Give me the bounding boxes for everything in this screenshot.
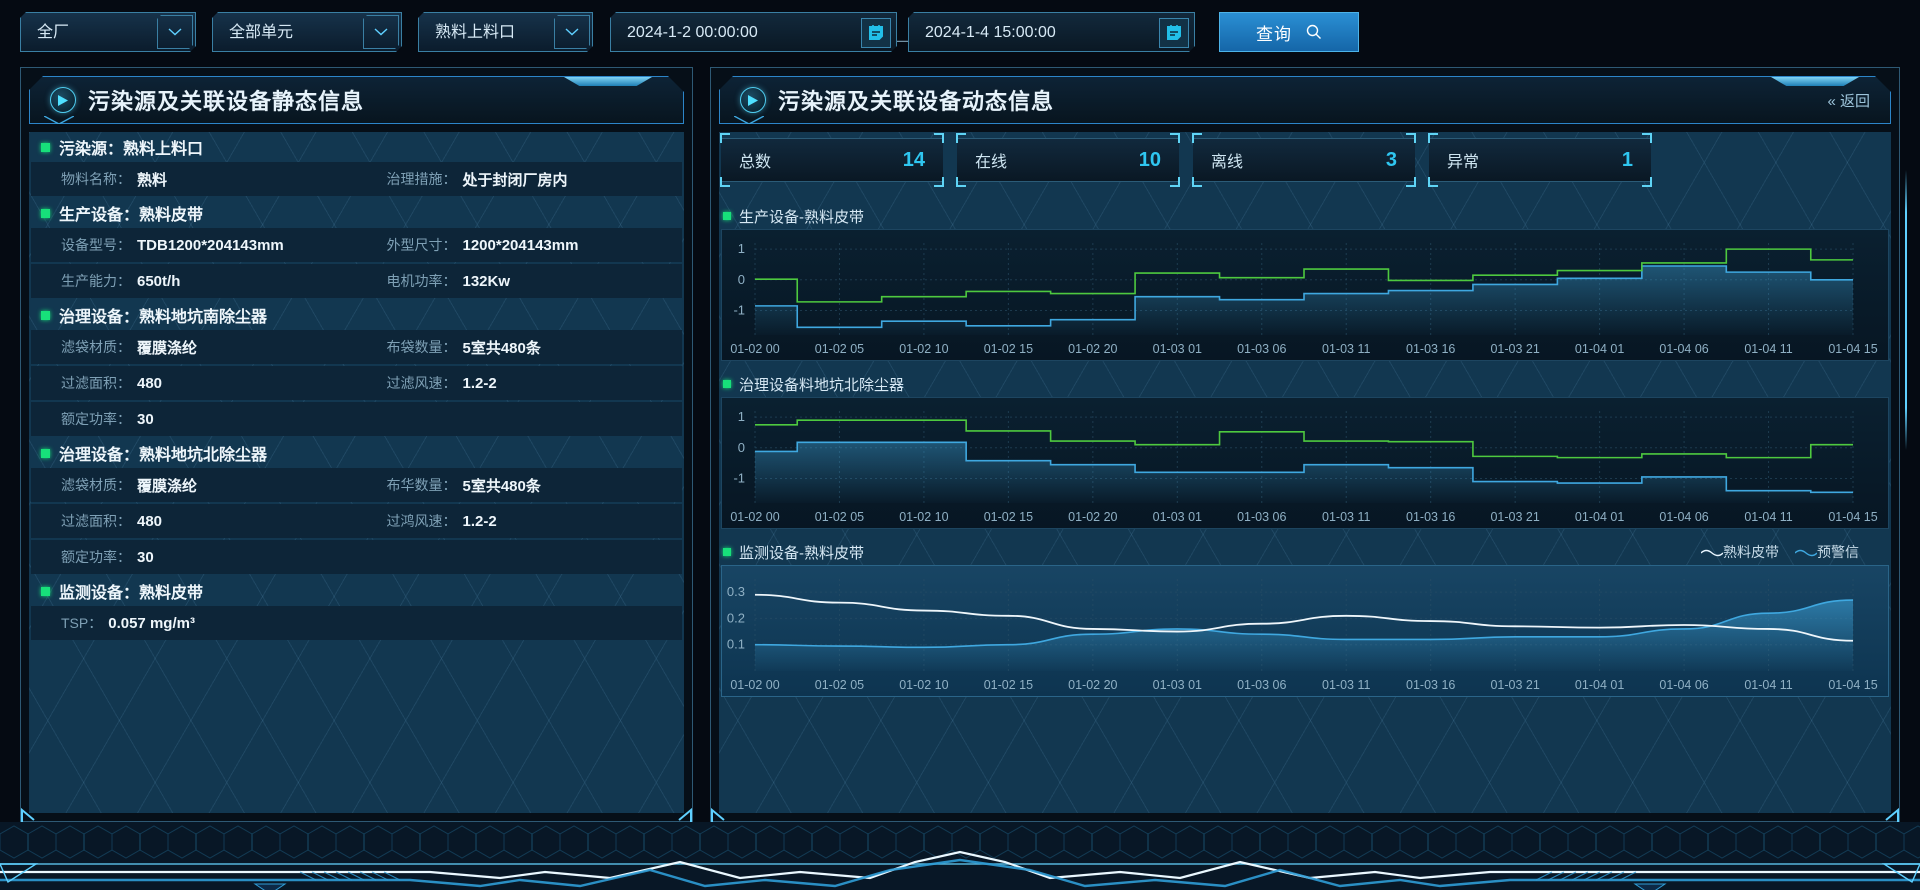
svg-text:01-02 05: 01-02 05 <box>815 678 864 692</box>
svg-text:01-04 11: 01-04 11 <box>1744 342 1792 356</box>
svg-text:01-03 06: 01-03 06 <box>1237 678 1286 692</box>
svg-text:01-02 00: 01-02 00 <box>730 342 779 356</box>
svg-text:01-02 20: 01-02 20 <box>1068 342 1117 356</box>
svg-text:01-03 01: 01-03 01 <box>1153 342 1202 356</box>
svg-text:01-03 11: 01-03 11 <box>1322 678 1370 692</box>
svg-text:-1: -1 <box>733 302 745 317</box>
svg-text:01-03 06: 01-03 06 <box>1237 510 1286 524</box>
svg-text:01-04 01: 01-04 01 <box>1575 678 1624 692</box>
svg-text:01-03 11: 01-03 11 <box>1322 510 1370 524</box>
svg-text:0.1: 0.1 <box>727 637 745 652</box>
svg-text:01-04 06: 01-04 06 <box>1659 678 1708 692</box>
svg-text:-1: -1 <box>733 470 745 485</box>
svg-text:01-04 15: 01-04 15 <box>1828 678 1877 692</box>
svg-text:01-03 21: 01-03 21 <box>1490 678 1539 692</box>
svg-text:01-02 10: 01-02 10 <box>899 510 948 524</box>
svg-text:01-04 06: 01-04 06 <box>1659 342 1708 356</box>
svg-text:01-04 11: 01-04 11 <box>1744 510 1792 524</box>
svg-text:01-04 06: 01-04 06 <box>1659 510 1708 524</box>
svg-text:01-02 10: 01-02 10 <box>899 678 948 692</box>
svg-text:01-02 20: 01-02 20 <box>1068 678 1117 692</box>
svg-text:01-03 16: 01-03 16 <box>1406 510 1455 524</box>
svg-text:01-02 20: 01-02 20 <box>1068 510 1117 524</box>
svg-text:0: 0 <box>738 272 745 287</box>
svg-text:01-04 15: 01-04 15 <box>1828 510 1877 524</box>
svg-text:01-04 15: 01-04 15 <box>1828 342 1877 356</box>
svg-text:0.3: 0.3 <box>727 584 745 599</box>
svg-text:01-02 10: 01-02 10 <box>899 342 948 356</box>
svg-text:01-04 01: 01-04 01 <box>1575 342 1624 356</box>
svg-text:01-03 16: 01-03 16 <box>1406 342 1455 356</box>
svg-text:01-03 16: 01-03 16 <box>1406 678 1455 692</box>
svg-text:01-04 11: 01-04 11 <box>1744 678 1792 692</box>
svg-text:01-02 05: 01-02 05 <box>815 342 864 356</box>
svg-text:01-03 21: 01-03 21 <box>1490 342 1539 356</box>
svg-text:01-03 01: 01-03 01 <box>1153 678 1202 692</box>
svg-text:01-02 15: 01-02 15 <box>984 342 1033 356</box>
svg-text:1: 1 <box>738 409 745 424</box>
svg-text:01-02 00: 01-02 00 <box>730 678 779 692</box>
svg-text:01-02 15: 01-02 15 <box>984 678 1033 692</box>
svg-text:01-03 06: 01-03 06 <box>1237 342 1286 356</box>
svg-text:01-03 01: 01-03 01 <box>1153 510 1202 524</box>
svg-text:1: 1 <box>738 241 745 256</box>
svg-text:01-02 00: 01-02 00 <box>730 510 779 524</box>
svg-text:01-02 15: 01-02 15 <box>984 510 1033 524</box>
svg-text:0: 0 <box>738 440 745 455</box>
svg-text:01-03 11: 01-03 11 <box>1322 342 1370 356</box>
svg-text:0.2: 0.2 <box>727 610 745 625</box>
svg-text:01-02 05: 01-02 05 <box>815 510 864 524</box>
svg-text:01-04 01: 01-04 01 <box>1575 510 1624 524</box>
svg-text:01-03 21: 01-03 21 <box>1490 510 1539 524</box>
